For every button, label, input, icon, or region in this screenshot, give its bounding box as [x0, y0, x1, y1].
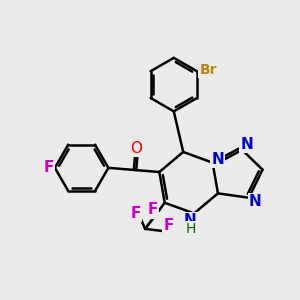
- Text: Br: Br: [200, 63, 217, 77]
- Text: F: F: [148, 202, 158, 217]
- Text: F: F: [43, 160, 53, 175]
- Text: N: N: [184, 213, 197, 228]
- Text: N: N: [240, 137, 253, 152]
- Text: N: N: [212, 152, 224, 166]
- Text: O: O: [130, 140, 142, 155]
- Text: N: N: [249, 194, 262, 209]
- Text: F: F: [130, 206, 141, 221]
- Text: F: F: [164, 218, 174, 233]
- Text: H: H: [185, 222, 196, 236]
